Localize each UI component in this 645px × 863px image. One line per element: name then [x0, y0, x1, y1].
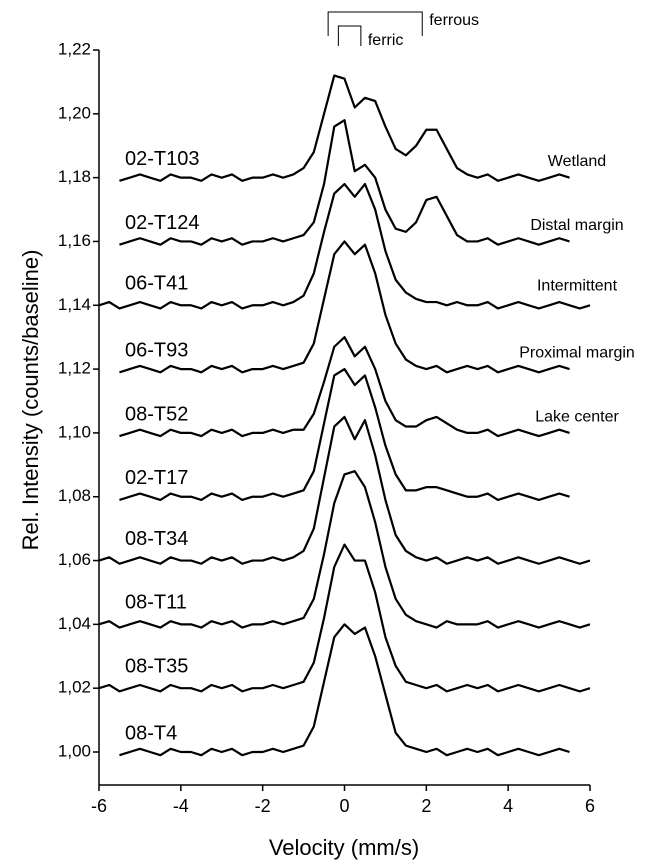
annotation: ferrous — [429, 12, 479, 29]
x-tick-label: 2 — [421, 796, 431, 816]
y-tick-label: 1,22 — [58, 39, 91, 58]
bracket — [337, 25, 362, 46]
spectrum-line — [98, 470, 591, 629]
x-tick-label: -4 — [173, 796, 189, 816]
spectrum-line — [98, 182, 591, 310]
x-tick-label: -2 — [255, 796, 271, 816]
spectrum-line — [119, 623, 570, 757]
x-tick-label: 4 — [503, 796, 513, 816]
sample-label: 02-T17 — [125, 467, 188, 489]
sample-label: 08-T11 — [125, 592, 187, 614]
spectrum-line — [119, 336, 570, 438]
y-tick-label: 1,10 — [58, 422, 91, 441]
y-tick-label: 1,12 — [58, 359, 91, 378]
bracket — [327, 11, 423, 36]
sample-label: 02-T124 — [125, 212, 200, 234]
spectrum-line — [98, 415, 591, 565]
y-axis-title: Rel. Intensity (counts/baseline) — [18, 250, 43, 551]
x-tick-label: 0 — [339, 796, 349, 816]
site-label: Intermittent — [537, 277, 618, 294]
x-tick-label: -6 — [91, 796, 107, 816]
sample-label: 06-T93 — [125, 340, 188, 362]
site-label: Distal margin — [530, 217, 623, 234]
sample-label: 02-T103 — [125, 148, 200, 170]
sample-label: 08-T4 — [125, 722, 177, 744]
spectrum-line — [98, 543, 591, 693]
y-tick-label: 1,02 — [58, 678, 91, 697]
site-label: Proximal margin — [519, 345, 635, 362]
y-tick-label: 1,18 — [58, 167, 91, 186]
site-label: Lake center — [535, 408, 619, 425]
spectrum-line — [119, 119, 570, 246]
spectrum-line — [119, 74, 570, 182]
spectrum-line — [119, 367, 570, 502]
sample-label: 08-T52 — [125, 403, 188, 425]
y-tick-label: 1,00 — [58, 741, 91, 760]
x-tick-label: 6 — [585, 796, 595, 816]
sample-label: 06-T41 — [125, 273, 188, 295]
y-tick-label: 1,14 — [58, 295, 91, 314]
sample-label: 08-T35 — [125, 655, 188, 677]
spectrum-line — [119, 240, 570, 374]
y-tick-label: 1,08 — [58, 486, 91, 505]
y-tick-label: 1,20 — [58, 103, 91, 122]
sample-label: 08-T34 — [125, 528, 188, 550]
y-tick-label: 1,04 — [58, 614, 91, 633]
y-tick-label: 1,16 — [58, 231, 91, 250]
annotation: ferric — [368, 32, 404, 49]
x-axis-title: Velocity (mm/s) — [269, 835, 419, 860]
y-tick-label: 1,06 — [58, 550, 91, 569]
site-label: Wetland — [548, 153, 606, 170]
